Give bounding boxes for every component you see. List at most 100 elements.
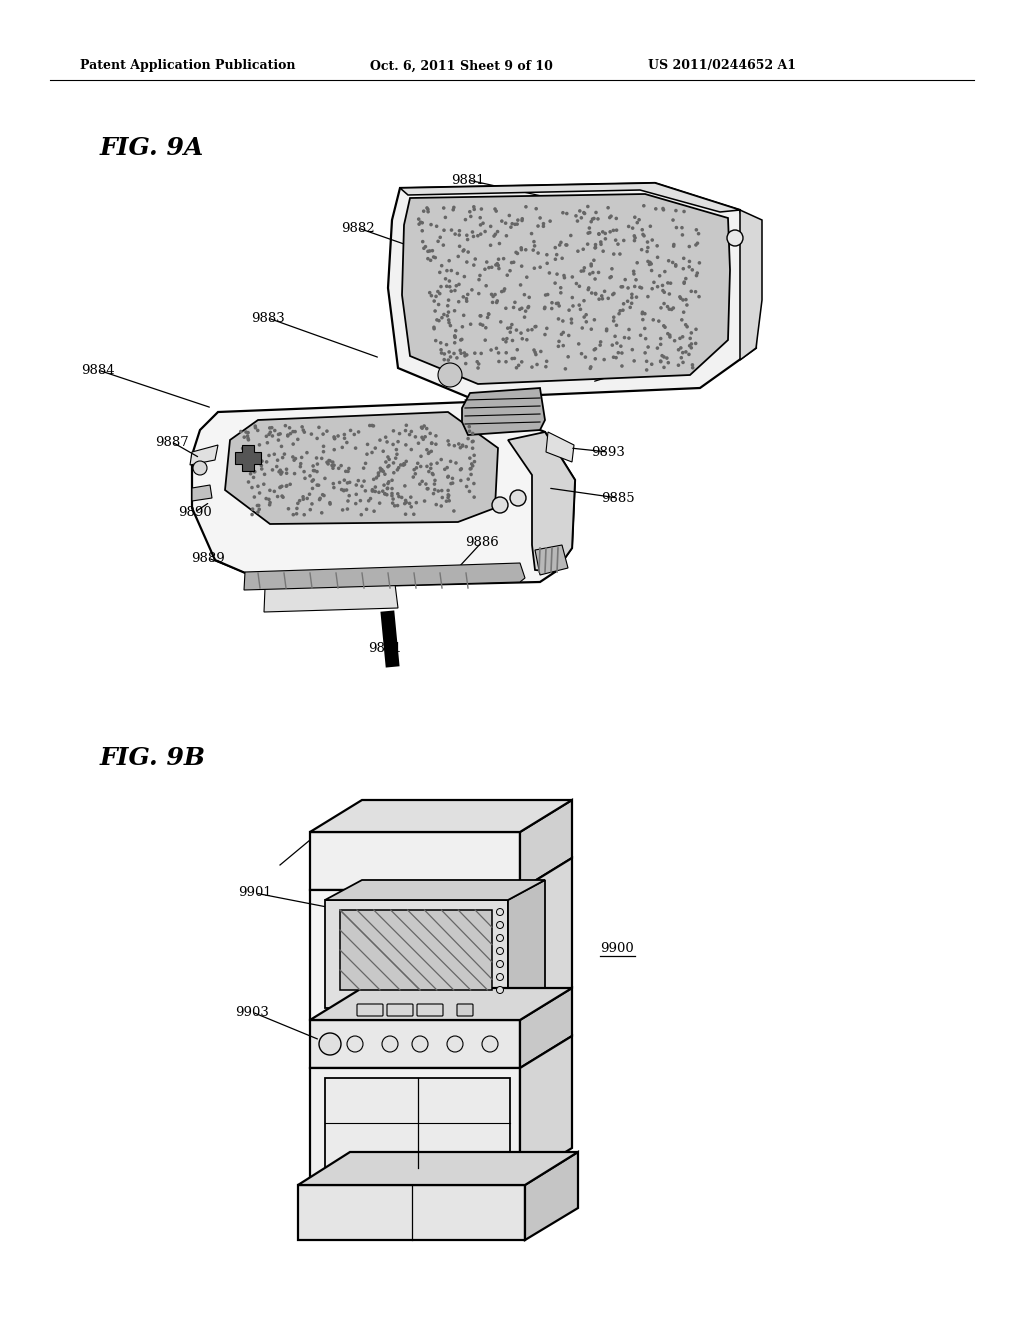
- Circle shape: [317, 425, 321, 429]
- Circle shape: [482, 1036, 498, 1052]
- Circle shape: [382, 470, 385, 473]
- Circle shape: [440, 496, 444, 499]
- Circle shape: [292, 458, 296, 462]
- Circle shape: [589, 366, 593, 368]
- Circle shape: [307, 492, 311, 496]
- Circle shape: [603, 289, 606, 293]
- Circle shape: [602, 358, 606, 362]
- Polygon shape: [535, 545, 568, 576]
- Circle shape: [301, 498, 305, 502]
- Circle shape: [532, 267, 537, 271]
- Circle shape: [446, 494, 451, 498]
- Circle shape: [546, 261, 549, 265]
- Circle shape: [674, 263, 678, 267]
- Circle shape: [446, 494, 450, 496]
- Circle shape: [341, 508, 344, 512]
- Circle shape: [371, 490, 374, 492]
- Circle shape: [468, 457, 472, 459]
- Circle shape: [455, 284, 458, 288]
- Circle shape: [423, 499, 426, 503]
- Circle shape: [477, 277, 481, 281]
- Circle shape: [293, 471, 296, 475]
- Circle shape: [293, 430, 297, 433]
- Circle shape: [668, 292, 671, 296]
- Circle shape: [446, 488, 450, 492]
- Circle shape: [404, 459, 408, 463]
- Polygon shape: [520, 858, 572, 1020]
- Circle shape: [697, 294, 700, 298]
- Circle shape: [554, 257, 557, 261]
- Circle shape: [446, 298, 451, 302]
- Circle shape: [667, 360, 670, 364]
- Circle shape: [412, 475, 415, 479]
- Circle shape: [396, 492, 399, 495]
- Circle shape: [429, 450, 433, 453]
- Circle shape: [469, 322, 472, 326]
- Circle shape: [697, 261, 701, 265]
- Circle shape: [524, 309, 527, 313]
- Circle shape: [696, 232, 700, 235]
- Circle shape: [678, 296, 682, 298]
- Circle shape: [567, 309, 571, 312]
- Circle shape: [466, 251, 470, 253]
- Circle shape: [403, 512, 408, 516]
- Circle shape: [245, 450, 249, 454]
- Circle shape: [644, 337, 647, 341]
- Circle shape: [439, 285, 442, 288]
- Circle shape: [472, 482, 476, 486]
- Circle shape: [329, 502, 332, 506]
- Circle shape: [522, 293, 526, 297]
- Circle shape: [302, 430, 306, 434]
- Circle shape: [387, 463, 391, 467]
- Circle shape: [452, 510, 456, 512]
- Polygon shape: [325, 880, 545, 900]
- Circle shape: [426, 257, 430, 260]
- Circle shape: [456, 272, 459, 275]
- Circle shape: [439, 458, 443, 462]
- Circle shape: [564, 243, 567, 247]
- Circle shape: [670, 308, 674, 312]
- Circle shape: [403, 429, 408, 433]
- Circle shape: [489, 293, 494, 296]
- Circle shape: [684, 277, 688, 280]
- Circle shape: [519, 331, 523, 335]
- Circle shape: [609, 275, 613, 279]
- Circle shape: [328, 500, 332, 504]
- Circle shape: [332, 463, 336, 467]
- Circle shape: [443, 467, 446, 471]
- Circle shape: [287, 507, 290, 511]
- Circle shape: [685, 304, 689, 306]
- Circle shape: [504, 222, 508, 224]
- Circle shape: [539, 216, 542, 219]
- Circle shape: [587, 231, 590, 235]
- Circle shape: [483, 338, 487, 342]
- Circle shape: [627, 224, 631, 228]
- Circle shape: [323, 494, 326, 498]
- Circle shape: [268, 500, 271, 504]
- Circle shape: [682, 256, 685, 260]
- Circle shape: [298, 499, 301, 503]
- Circle shape: [663, 355, 666, 359]
- Circle shape: [315, 470, 318, 474]
- Circle shape: [537, 224, 540, 228]
- Circle shape: [346, 470, 350, 473]
- Circle shape: [634, 279, 638, 281]
- Circle shape: [594, 211, 598, 214]
- Circle shape: [621, 364, 624, 368]
- Circle shape: [454, 232, 457, 236]
- Circle shape: [377, 491, 381, 494]
- Polygon shape: [193, 484, 212, 502]
- Circle shape: [487, 313, 490, 315]
- Circle shape: [658, 359, 663, 363]
- Circle shape: [689, 331, 693, 335]
- Circle shape: [558, 243, 561, 247]
- Circle shape: [553, 246, 557, 249]
- Circle shape: [447, 350, 451, 354]
- Circle shape: [677, 363, 680, 367]
- Circle shape: [680, 226, 684, 230]
- Circle shape: [434, 442, 437, 446]
- Circle shape: [583, 211, 587, 215]
- Circle shape: [648, 260, 652, 264]
- Polygon shape: [740, 210, 762, 360]
- Circle shape: [577, 249, 580, 253]
